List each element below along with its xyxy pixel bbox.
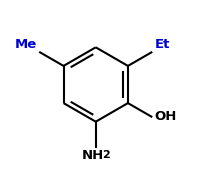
Text: Me: Me (14, 38, 37, 51)
Text: Et: Et (154, 38, 169, 51)
Text: NH: NH (81, 149, 103, 162)
Text: 2: 2 (102, 150, 110, 160)
Text: OH: OH (154, 110, 176, 123)
